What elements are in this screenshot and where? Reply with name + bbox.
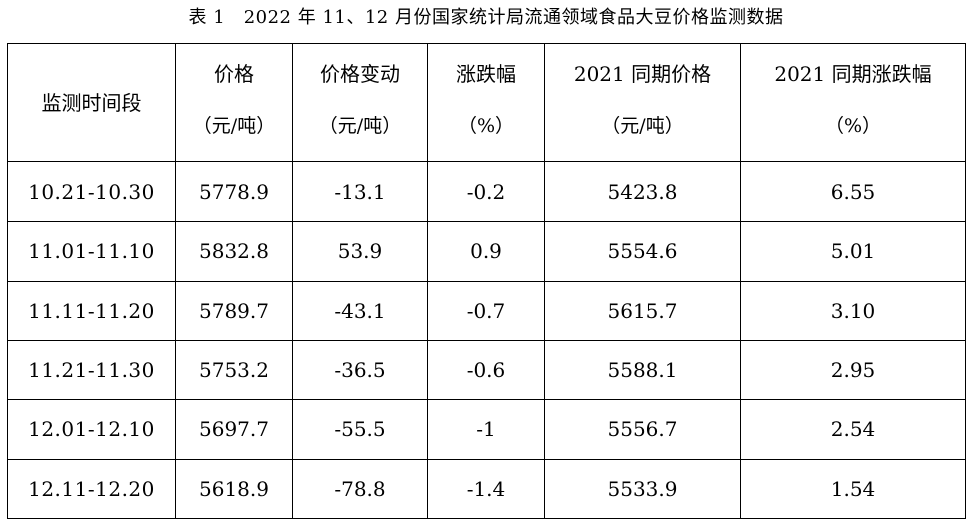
cell-period: 11.01-11.10 bbox=[7, 221, 176, 282]
cell-change-rate: 0.9 bbox=[427, 221, 545, 282]
cell-price: 5789.7 bbox=[175, 280, 293, 341]
header-change-rate: 涨跌幅 （%） bbox=[427, 43, 545, 162]
table-row: 11.01-11.10 5832.8 53.9 0.9 5554.6 5.01 bbox=[7, 221, 966, 282]
header-2021-price-unit: （元/吨） bbox=[601, 114, 684, 137]
cell-change-rate: -1 bbox=[427, 399, 545, 460]
price-monitoring-table: 监测时间段 价格 （元/吨） 价格变动 （元/吨） 涨跌幅 （%） 2021 同… bbox=[7, 43, 966, 520]
table-row: 12.11-12.20 5618.9 -78.8 -1.4 5533.9 1.5… bbox=[7, 458, 966, 520]
cell-price-change: -13.1 bbox=[292, 160, 428, 223]
table-row: 12.01-12.10 5697.7 -55.5 -1 5556.7 2.54 bbox=[7, 399, 966, 460]
header-2021-price: 2021 同期价格 （元/吨） bbox=[544, 43, 741, 162]
header-2021-change-rate-label: 2021 同期涨跌幅 bbox=[774, 61, 932, 86]
table-row: 11.21-11.30 5753.2 -36.5 -0.6 5588.1 2.9… bbox=[7, 339, 966, 401]
header-2021-price-label: 2021 同期价格 bbox=[573, 61, 712, 86]
cell-price-change: -78.8 bbox=[292, 458, 428, 520]
cell-period: 11.11-11.20 bbox=[7, 280, 176, 341]
table-row: 10.21-10.30 5778.9 -13.1 -0.2 5423.8 6.5… bbox=[7, 160, 966, 223]
cell-price-change: -55.5 bbox=[292, 399, 428, 460]
cell-2021-change-rate: 6.55 bbox=[740, 160, 966, 223]
cell-2021-price: 5556.7 bbox=[544, 399, 741, 460]
cell-2021-change-rate: 3.10 bbox=[740, 280, 966, 341]
cell-period: 11.21-11.30 bbox=[7, 339, 176, 401]
cell-price: 5697.7 bbox=[175, 399, 293, 460]
cell-2021-price: 5423.8 bbox=[544, 160, 741, 223]
cell-2021-change-rate: 2.54 bbox=[740, 399, 966, 460]
header-price-change-label: 价格变动 bbox=[320, 61, 400, 86]
header-price-label: 价格 bbox=[214, 61, 254, 86]
cell-change-rate: -0.2 bbox=[427, 160, 545, 223]
header-2021-change-rate-unit: （%） bbox=[824, 114, 882, 137]
cell-price: 5618.9 bbox=[175, 458, 293, 520]
cell-period: 12.01-12.10 bbox=[7, 399, 176, 460]
cell-2021-change-rate: 2.95 bbox=[740, 339, 966, 401]
cell-price-change: 53.9 bbox=[292, 221, 428, 282]
cell-price: 5832.8 bbox=[175, 221, 293, 282]
cell-2021-change-rate: 5.01 bbox=[740, 221, 966, 282]
cell-price: 5778.9 bbox=[175, 160, 293, 223]
cell-period: 12.11-12.20 bbox=[7, 458, 176, 520]
cell-change-rate: -0.7 bbox=[427, 280, 545, 341]
header-row: 监测时间段 价格 （元/吨） 价格变动 （元/吨） 涨跌幅 （%） 2021 同… bbox=[7, 43, 966, 162]
table-caption: 表 1 2022 年 11、12 月份国家统计局流通领域食品大豆价格监测数据 bbox=[188, 7, 784, 28]
cell-2021-price: 5615.7 bbox=[544, 280, 741, 341]
cell-2021-price: 5554.6 bbox=[544, 221, 741, 282]
header-price: 价格 （元/吨） bbox=[175, 43, 293, 162]
cell-change-rate: -1.4 bbox=[427, 458, 545, 520]
cell-price-change: -43.1 bbox=[292, 280, 428, 341]
header-price-change: 价格变动 （元/吨） bbox=[292, 43, 428, 162]
header-2021-change-rate: 2021 同期涨跌幅 （%） bbox=[740, 43, 966, 162]
cell-2021-price: 5533.9 bbox=[544, 458, 741, 520]
header-period-label: 监测时间段 bbox=[41, 90, 142, 115]
header-change-rate-unit: （%） bbox=[457, 114, 515, 137]
cell-change-rate: -0.6 bbox=[427, 339, 545, 401]
cell-2021-change-rate: 1.54 bbox=[740, 458, 966, 520]
table-row: 11.11-11.20 5789.7 -43.1 -0.7 5615.7 3.1… bbox=[7, 280, 966, 341]
cell-2021-price: 5588.1 bbox=[544, 339, 741, 401]
header-price-unit: （元/吨） bbox=[192, 114, 276, 137]
cell-price: 5753.2 bbox=[175, 339, 293, 401]
cell-period: 10.21-10.30 bbox=[7, 160, 176, 223]
header-price-change-unit: （元/吨） bbox=[318, 114, 402, 137]
header-change-rate-label: 涨跌幅 bbox=[456, 61, 516, 86]
header-period: 监测时间段 bbox=[7, 43, 176, 162]
cell-price-change: -36.5 bbox=[292, 339, 428, 401]
